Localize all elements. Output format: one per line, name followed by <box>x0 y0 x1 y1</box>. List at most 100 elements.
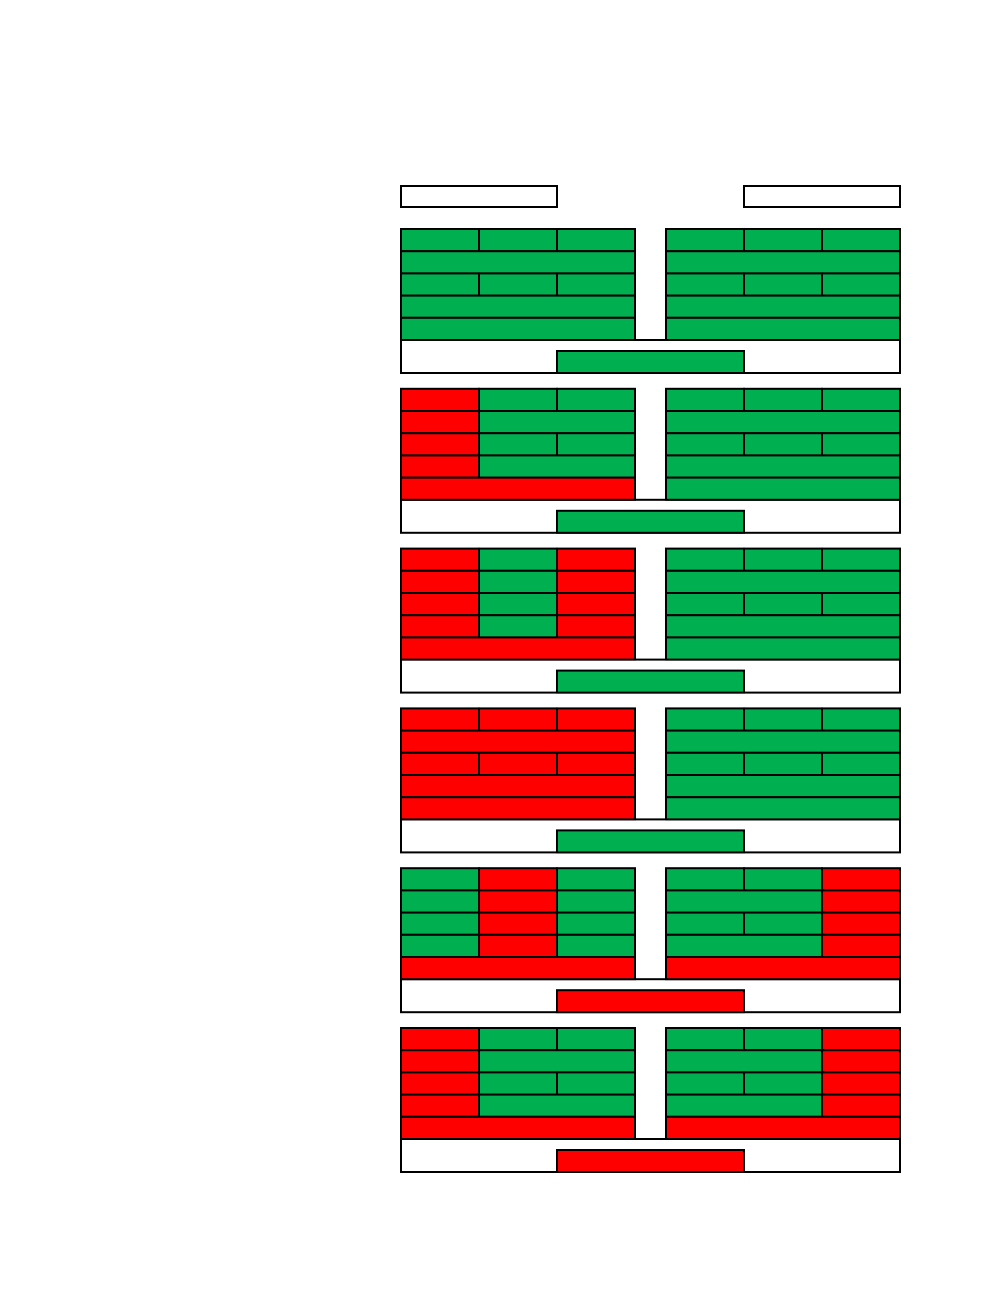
base-cell <box>400 956 636 981</box>
cell <box>821 867 901 892</box>
cell <box>556 387 636 412</box>
cell <box>743 272 823 297</box>
base-cell <box>400 796 636 821</box>
cell <box>400 592 480 617</box>
cell <box>665 707 745 732</box>
cell <box>665 614 901 639</box>
header-box <box>400 185 558 208</box>
cell <box>665 751 745 776</box>
cell <box>821 911 901 936</box>
cell <box>665 774 901 799</box>
cell <box>821 751 901 776</box>
cell <box>665 272 745 297</box>
cell <box>400 867 480 892</box>
cell <box>400 614 480 639</box>
cell <box>821 592 901 617</box>
cell <box>478 614 558 639</box>
cell <box>821 547 901 572</box>
cell <box>556 707 636 732</box>
cell <box>556 889 636 914</box>
cell <box>400 454 480 479</box>
cell <box>821 272 901 297</box>
cell <box>478 432 558 457</box>
cell <box>821 933 901 958</box>
cell <box>478 867 558 892</box>
cell <box>478 592 558 617</box>
cell <box>821 707 901 732</box>
cell <box>556 1027 636 1052</box>
cell <box>665 294 901 319</box>
status-bar <box>556 350 745 374</box>
cell <box>665 1093 823 1118</box>
cell <box>400 250 636 275</box>
cell <box>556 432 636 457</box>
cell <box>400 911 480 936</box>
cell <box>478 1027 558 1052</box>
base-cell <box>665 796 901 821</box>
cell <box>556 614 636 639</box>
cell <box>665 933 823 958</box>
cell <box>821 1071 901 1096</box>
status-bar <box>556 829 745 854</box>
cell <box>478 1093 636 1118</box>
cell <box>400 432 480 457</box>
cell <box>478 1071 558 1096</box>
cell <box>478 707 558 732</box>
cell <box>400 707 480 732</box>
cell <box>478 911 558 936</box>
cell <box>665 889 823 914</box>
cell <box>665 250 901 275</box>
cell <box>400 569 480 594</box>
cell <box>556 547 636 572</box>
cell <box>821 1093 901 1118</box>
cell <box>478 228 558 253</box>
cell <box>400 387 480 412</box>
cell <box>556 1071 636 1096</box>
cell <box>665 410 901 435</box>
cell <box>400 1049 480 1074</box>
cell <box>665 867 745 892</box>
cell <box>743 547 823 572</box>
base-cell <box>665 1115 901 1141</box>
cell <box>821 1027 901 1052</box>
cell <box>743 1071 823 1096</box>
cell <box>665 454 901 479</box>
cell <box>556 867 636 892</box>
cell <box>478 569 558 594</box>
header-box <box>743 185 901 208</box>
cell <box>478 933 558 958</box>
base-cell <box>665 636 901 661</box>
cell <box>556 933 636 958</box>
cell <box>400 272 480 297</box>
cell <box>665 911 745 936</box>
cell <box>556 751 636 776</box>
cell <box>743 592 823 617</box>
cell <box>478 387 558 412</box>
cell <box>400 751 480 776</box>
cell <box>400 729 636 754</box>
cell <box>400 1027 480 1052</box>
cell <box>665 569 901 594</box>
cell <box>556 569 636 594</box>
cell <box>665 228 745 253</box>
cell <box>743 1027 823 1052</box>
cell <box>743 228 823 253</box>
cell <box>743 387 823 412</box>
cell <box>821 228 901 253</box>
cell <box>665 547 745 572</box>
cell <box>400 774 636 799</box>
status-bar <box>556 1149 745 1173</box>
cell <box>556 228 636 253</box>
cell <box>478 889 558 914</box>
cell <box>821 889 901 914</box>
cell <box>400 1071 480 1096</box>
cell <box>821 1049 901 1074</box>
cell <box>821 432 901 457</box>
base-cell <box>665 476 901 501</box>
cell <box>665 432 745 457</box>
cell <box>556 592 636 617</box>
cell <box>743 911 823 936</box>
cell <box>665 729 901 754</box>
